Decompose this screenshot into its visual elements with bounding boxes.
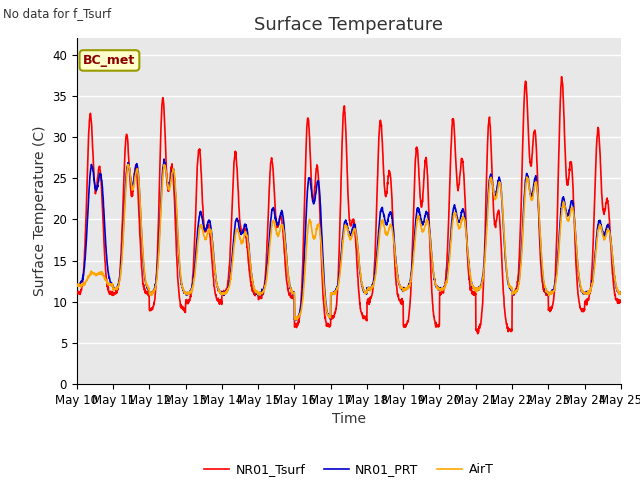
Line: NR01_PRT: NR01_PRT <box>77 159 621 320</box>
AirT <box>365 286 372 291</box>
AirT <box>377 222 385 228</box>
NR01_Tsurf <box>225 274 232 279</box>
AirT <box>508 286 515 291</box>
Legend: NR01_Tsurf, NR01_PRT, AirT: NR01_Tsurf, NR01_PRT, AirT <box>199 458 499 480</box>
NR01_Tsurf <box>557 74 565 80</box>
X-axis label: Time: Time <box>332 412 366 426</box>
NR01_PRT <box>570 204 577 209</box>
NR01_Tsurf <box>376 118 384 124</box>
AirT <box>617 290 625 296</box>
NR01_Tsurf <box>365 296 372 301</box>
NR01_PRT <box>160 156 168 162</box>
AirT <box>225 284 232 290</box>
NR01_Tsurf <box>474 331 481 336</box>
NR01_PRT <box>225 283 232 289</box>
NR01_PRT <box>584 289 592 295</box>
NR01_Tsurf <box>617 298 625 304</box>
Title: Surface Temperature: Surface Temperature <box>254 16 444 34</box>
NR01_PRT <box>377 209 385 215</box>
NR01_PRT <box>508 286 515 292</box>
Y-axis label: Surface Temperature (C): Surface Temperature (C) <box>33 126 47 297</box>
NR01_PRT <box>292 317 300 323</box>
Line: NR01_Tsurf: NR01_Tsurf <box>77 77 621 334</box>
AirT <box>584 288 592 293</box>
NR01_Tsurf <box>73 290 81 296</box>
NR01_Tsurf <box>507 327 515 333</box>
NR01_PRT <box>617 291 625 297</box>
NR01_Tsurf <box>570 188 577 194</box>
Text: No data for f_Tsurf: No data for f_Tsurf <box>3 7 111 20</box>
NR01_Tsurf <box>584 296 592 301</box>
NR01_PRT <box>73 283 81 289</box>
AirT <box>291 317 299 323</box>
AirT <box>570 208 577 214</box>
AirT <box>73 282 81 288</box>
Text: BC_met: BC_met <box>83 54 136 67</box>
NR01_PRT <box>365 284 372 290</box>
Line: AirT: AirT <box>77 164 621 320</box>
AirT <box>124 161 132 167</box>
